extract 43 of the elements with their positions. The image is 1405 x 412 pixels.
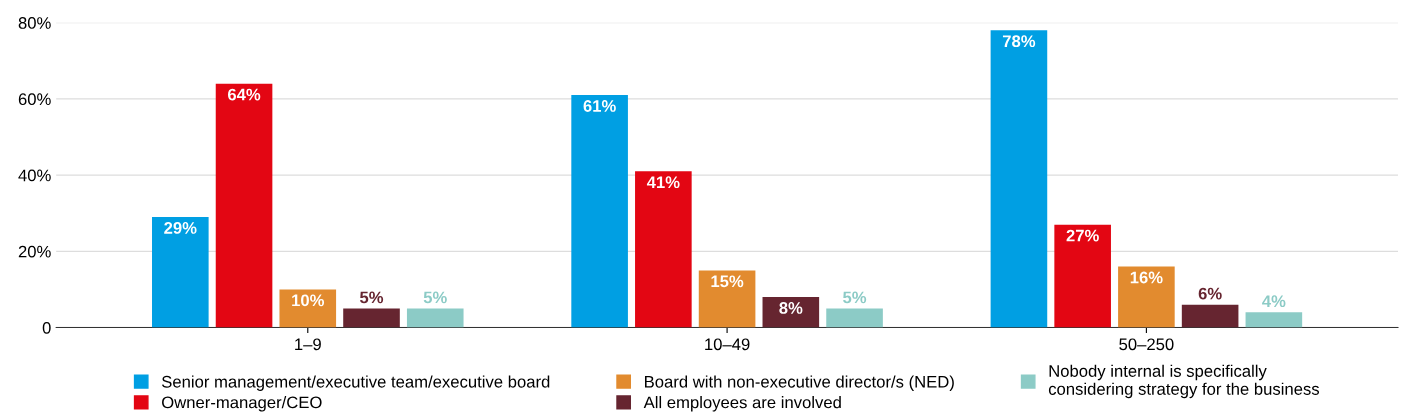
bar [571, 95, 628, 328]
data-label: 27% [1066, 229, 1099, 242]
bar [1054, 224, 1111, 328]
bar [152, 217, 209, 328]
y-tick-label: 20% [18, 245, 51, 258]
y-tick-label: 60% [18, 93, 51, 106]
data-label: 6% [1198, 287, 1222, 300]
data-label: 15% [711, 275, 744, 288]
y-tick-label: 0 [42, 321, 51, 334]
data-label: 8% [779, 302, 803, 314]
data-label: 5% [423, 291, 447, 304]
legend-label: Senior management/executive team/executive board [161, 375, 550, 391]
x-tick-label: 50–250 [1119, 338, 1174, 351]
x-tick-label: 1–9 [295, 338, 321, 351]
data-label: 61% [583, 100, 616, 112]
data-label: 64% [227, 88, 261, 101]
data-label: 5% [843, 291, 867, 304]
bar [635, 171, 692, 328]
data-label: 41% [646, 176, 680, 189]
data-label: 10% [292, 294, 325, 307]
bar [826, 308, 883, 328]
y-tick-label: 40% [18, 169, 51, 182]
bar [1245, 312, 1303, 328]
bar [698, 270, 756, 328]
data-label: 16% [1130, 271, 1163, 284]
bar [762, 297, 820, 328]
x-tick-label: 10–49 [705, 338, 750, 351]
data-label: 4% [1262, 295, 1286, 308]
bar [406, 308, 464, 328]
bar [1118, 266, 1175, 328]
bar [279, 289, 337, 328]
legend-label: All employees are involved [643, 396, 841, 412]
y-tick-label: 80% [18, 17, 51, 29]
legend-label: Owner-manager/CEO [162, 396, 322, 412]
data-label: 78% [1002, 35, 1036, 48]
data-label: 29% [164, 222, 197, 234]
data-label: 5% [359, 291, 384, 304]
bar [990, 30, 1048, 328]
bar [1181, 304, 1239, 328]
bar [343, 308, 400, 328]
legend-label: Nobody internal is specifically considering strategy for the business [1048, 364, 1320, 399]
legend-label: Board with non-executive director/s (NED) [645, 375, 954, 391]
bar [215, 83, 273, 328]
